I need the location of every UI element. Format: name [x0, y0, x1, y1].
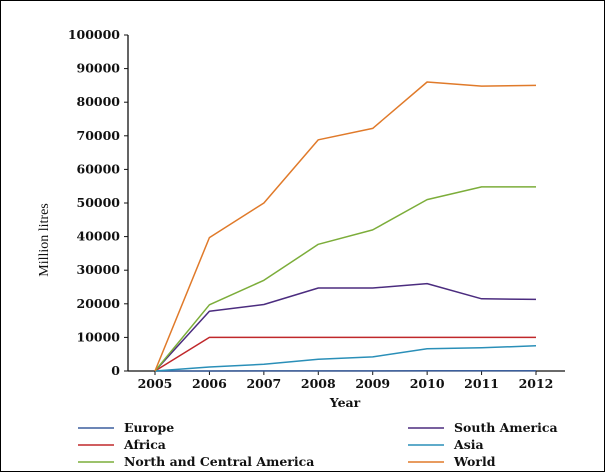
- x-tick-label: 2011: [464, 376, 499, 391]
- legend-label-asia: Asia: [453, 437, 484, 452]
- y-axis-label: Million litres: [37, 203, 52, 277]
- y-tick-label: 40000: [77, 229, 121, 244]
- x-axis-label: Year: [329, 395, 361, 410]
- y-tick-label: 0: [111, 363, 120, 378]
- legend-label-north-and-central-america: North and Central America: [124, 454, 314, 469]
- legend-label-europe: Europe: [124, 420, 174, 435]
- x-tick-label: 2005: [138, 376, 173, 391]
- x-tick-label: 2007: [246, 376, 281, 391]
- x-tick-label: 2008: [301, 376, 336, 391]
- y-tick-label: 80000: [77, 94, 121, 109]
- series-line-africa: [154, 336, 536, 372]
- series-line-asia: [154, 345, 537, 372]
- y-tick-label: 50000: [77, 195, 121, 210]
- y-tick-label: 70000: [77, 128, 121, 143]
- y-tick-label: 60000: [77, 161, 121, 176]
- y-tick-label: 20000: [77, 296, 121, 311]
- y-tick-label: 90000: [77, 61, 121, 76]
- x-tick-label: 2006: [192, 376, 227, 391]
- y-tick-label: 10000: [77, 329, 121, 344]
- x-tick-label: 2012: [519, 376, 554, 391]
- legend-label-south-america: South America: [454, 420, 558, 435]
- series-line-world: [154, 81, 537, 372]
- series-line-north-and-central-america: [154, 186, 536, 372]
- legend-label-africa: Africa: [123, 437, 166, 452]
- x-tick-label: 2010: [410, 376, 445, 391]
- y-tick-label: 100000: [68, 27, 120, 42]
- legend-label-world: World: [453, 454, 496, 469]
- y-tick-label: 30000: [77, 262, 121, 277]
- series-line-south-america: [154, 282, 537, 372]
- x-tick-label: 2009: [355, 376, 390, 391]
